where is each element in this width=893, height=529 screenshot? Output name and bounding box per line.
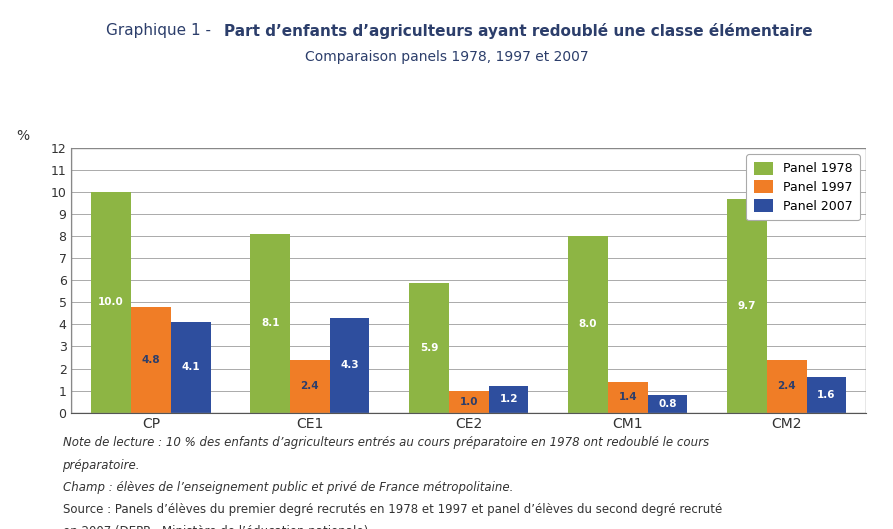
- Text: 4.8: 4.8: [142, 355, 160, 364]
- Bar: [409, 282, 449, 413]
- Text: 9.7: 9.7: [738, 300, 756, 311]
- Bar: [71, 148, 866, 413]
- Bar: [449, 390, 488, 413]
- Bar: [290, 360, 330, 413]
- Text: 0.8: 0.8: [658, 399, 677, 409]
- Text: Champ : élèves de l’enseignement public et privé de France métropolitaine.: Champ : élèves de l’enseignement public …: [63, 481, 513, 494]
- Bar: [488, 386, 529, 413]
- Text: 2.4: 2.4: [778, 381, 796, 391]
- Text: 1.2: 1.2: [499, 395, 518, 404]
- Bar: [806, 377, 847, 413]
- Text: en 2007 (DEPP - Ministère de l’éducation nationale): en 2007 (DEPP - Ministère de l’éducation…: [63, 525, 368, 529]
- Bar: [767, 360, 806, 413]
- Text: Note de lecture : 10 % des enfants d’agriculteurs entrés au cours préparatoire e: Note de lecture : 10 % des enfants d’agr…: [63, 436, 709, 450]
- Bar: [250, 234, 290, 413]
- Bar: [330, 318, 370, 413]
- Legend: Panel 1978, Panel 1997, Panel 2007: Panel 1978, Panel 1997, Panel 2007: [747, 154, 860, 220]
- Text: 8.0: 8.0: [579, 320, 597, 330]
- Text: Graphique 1 -: Graphique 1 -: [106, 23, 216, 38]
- Text: 1.4: 1.4: [619, 392, 637, 402]
- Text: 2.4: 2.4: [301, 381, 319, 391]
- Bar: [568, 236, 608, 413]
- Bar: [727, 199, 767, 413]
- Bar: [608, 382, 647, 413]
- Text: 5.9: 5.9: [420, 343, 438, 353]
- Text: 4.1: 4.1: [181, 362, 200, 372]
- Text: Comparaison panels 1978, 1997 et 2007: Comparaison panels 1978, 1997 et 2007: [305, 50, 588, 64]
- Bar: [131, 307, 171, 413]
- Text: Part d’enfants d’agriculteurs ayant redoublé une classe élémentaire: Part d’enfants d’agriculteurs ayant redo…: [224, 23, 813, 39]
- Text: 1.6: 1.6: [817, 390, 836, 400]
- Text: %: %: [16, 129, 29, 143]
- Text: 4.3: 4.3: [340, 360, 359, 370]
- Bar: [647, 395, 688, 413]
- Text: 8.1: 8.1: [261, 318, 280, 329]
- Bar: [171, 322, 211, 413]
- Text: Source : Panels d’élèves du premier degré recrutés en 1978 et 1997 et panel d’él: Source : Panels d’élèves du premier degr…: [63, 503, 722, 516]
- Text: 10.0: 10.0: [98, 297, 124, 307]
- Bar: [91, 192, 131, 413]
- Text: préparatoire.: préparatoire.: [63, 459, 140, 472]
- Text: 1.0: 1.0: [460, 397, 478, 407]
